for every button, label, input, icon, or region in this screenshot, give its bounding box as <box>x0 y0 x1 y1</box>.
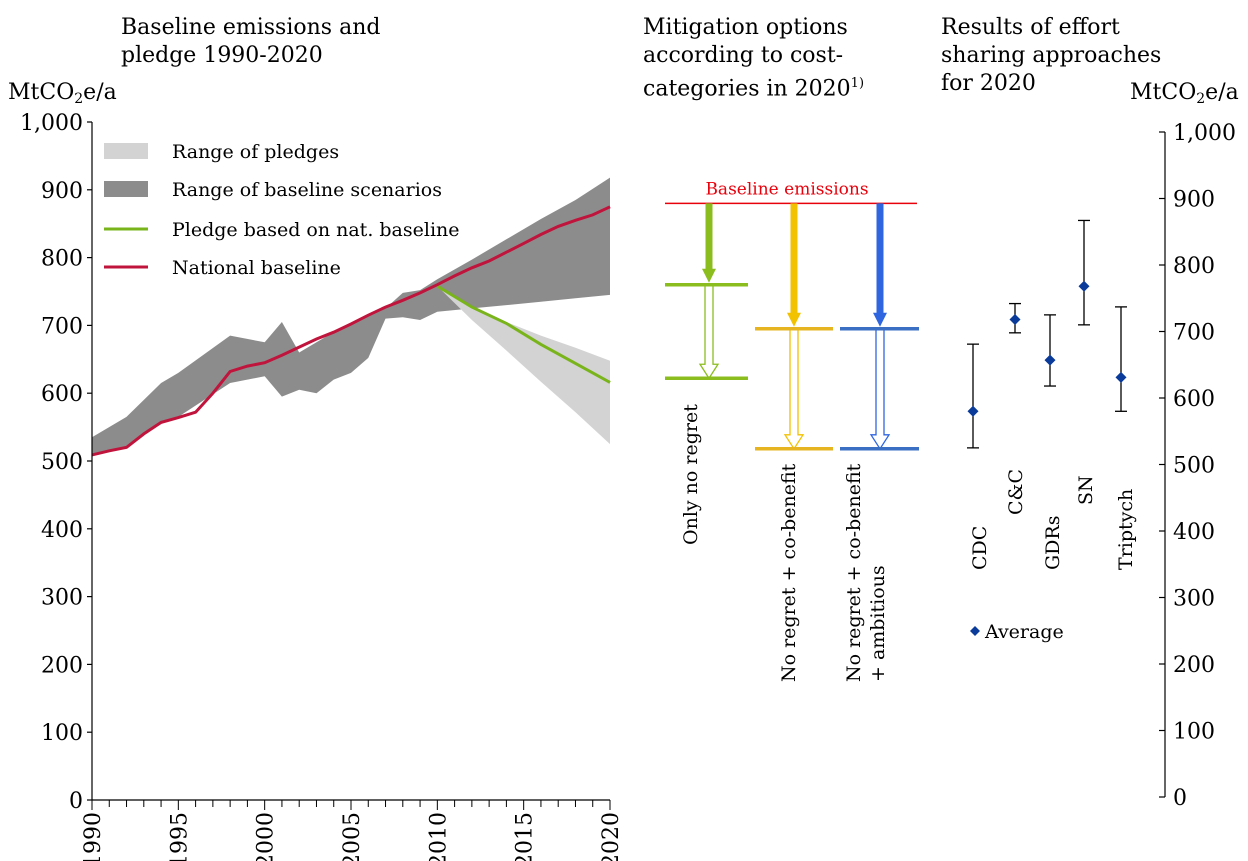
right-y-tick-label: 0 <box>1173 786 1187 811</box>
left-x-tick-label: 2020 <box>599 812 624 861</box>
line-national-baseline <box>91 205 611 457</box>
right-unit-main: MtCO <box>1130 80 1197 105</box>
left-x-tick-label: 1995 <box>167 812 192 861</box>
left-line-chart: 0 100 200 300 400 500 600 700 800 900 1,000 1990 199… <box>20 111 624 861</box>
option-label-no-regret-co-benefit-ambitious: No regret + co-benefit <box>843 463 865 682</box>
line-pledge-based-on-nat-baseline <box>436 284 611 384</box>
legend-label-range-of-pledges: Range of pledges <box>172 141 339 163</box>
right-y-unit: MtCO2e/a <box>1130 80 1239 112</box>
middle-title-note: 1) <box>850 76 865 91</box>
right-effort-sharing-chart: 0 100 200 300 400 500 600 700 800 900 1,000 CDC C&C G… <box>967 121 1236 811</box>
solid-arrow-head-no-regret-co-benefit-ambitious <box>873 312 887 327</box>
category-label-cdc: CDC <box>969 526 991 570</box>
right-y-tick-label: 100 <box>1173 720 1215 745</box>
right-y-tick-label: 900 <box>1173 188 1215 213</box>
legend-label-range-of-baseline-scenarios: Range of baseline scenarios <box>172 179 442 201</box>
solid-arrow-head-no-regret-co-benefit <box>787 312 801 327</box>
left-y-tick-label: 600 <box>41 382 83 407</box>
average-marker-c-c <box>1009 314 1021 326</box>
average-marker-triptych <box>1115 371 1127 383</box>
right-y-tick-label: 400 <box>1173 520 1215 545</box>
band-range-of-pledges <box>437 286 610 445</box>
option-label-no-regret-co-benefit: No regret + co-benefit <box>778 463 800 682</box>
left-y-tick-label: 1,000 <box>20 111 83 136</box>
right-y-tick-label: 600 <box>1173 387 1215 412</box>
band-range-of-baseline-scenarios <box>92 177 610 455</box>
legend-swatch-range-of-baseline-scenarios <box>104 181 148 197</box>
middle-mitigation-chart: Baseline emissions Only no regret No regre… <box>665 179 919 682</box>
left-y-tick-label: 900 <box>41 179 83 204</box>
left-x-tick-label: 1990 <box>81 812 106 861</box>
right-y-tick-label: 700 <box>1173 321 1215 346</box>
right-y-tick-label: 300 <box>1173 587 1215 612</box>
left-x-tick-label: 2005 <box>340 812 365 861</box>
category-label-triptych: Triptych <box>1115 489 1137 570</box>
left-unit-sub: 2 <box>74 91 84 107</box>
right-unit-sub: 2 <box>1196 91 1206 107</box>
right-panel-title: Results of effort sharing approaches for… <box>941 15 1162 96</box>
left-x-tick-label: 2015 <box>513 812 538 861</box>
average-marker-gdrs <box>1044 354 1056 366</box>
middle-panel-title: Mitigation options according to cost- ca… <box>643 14 864 103</box>
hollow-arrow-only-no-regret <box>698 284 720 380</box>
legend-label-national-baseline: National baseline <box>172 257 341 279</box>
category-label-gdrs: GDRs <box>1042 516 1064 570</box>
right-unit-tail: e/a <box>1205 80 1239 105</box>
left-y-tick-label: 300 <box>41 586 83 611</box>
left-y-tick-label: 500 <box>41 450 83 475</box>
option-label-no-regret-co-benefit-ambitious: + ambitious <box>867 565 889 682</box>
legend-swatch-range-of-pledges <box>104 143 148 159</box>
solid-arrow-head-only-no-regret <box>702 268 716 283</box>
left-y-tick-label: 0 <box>69 789 83 814</box>
average-marker-cdc <box>967 405 979 417</box>
legend-average-label: Average <box>984 621 1064 643</box>
legend-average-marker-icon <box>970 626 980 636</box>
right-y-tick-label: 200 <box>1173 653 1215 678</box>
category-label-c-c: C&C <box>1005 469 1027 515</box>
middle-title-text: Mitigation options according to cost- ca… <box>643 15 851 102</box>
left-y-tick-label: 800 <box>41 247 83 272</box>
right-y-tick-label: 500 <box>1173 454 1215 479</box>
category-label-sn: SN <box>1075 475 1097 505</box>
option-label-only-no-regret: Only no regret <box>680 404 702 545</box>
right-y-tick-label: 800 <box>1173 254 1215 279</box>
left-y-tick-label: 400 <box>41 518 83 543</box>
left-x-tick-label: 2000 <box>254 812 279 861</box>
right-y-tick-label: 1,000 <box>1173 121 1236 146</box>
left-panel-title: Baseline emissions and pledge 1990-2020 <box>121 15 381 68</box>
left-y-tick-label: 700 <box>41 314 83 339</box>
average-marker-sn <box>1078 280 1090 292</box>
baseline-emissions-label: Baseline emissions <box>705 179 868 199</box>
legend-label-pledge-based-on-nat-baseline: Pledge based on nat. baseline <box>172 219 460 241</box>
left-y-unit: MtCO2e/a <box>8 80 117 112</box>
left-y-tick-label: 100 <box>41 721 83 746</box>
left-y-tick-label: 200 <box>41 653 83 678</box>
left-unit-main: MtCO <box>8 80 75 105</box>
left-x-tick-label: 2010 <box>426 812 451 861</box>
hollow-arrow-no-regret-co-benefit-ambitious <box>869 328 891 450</box>
left-unit-tail: e/a <box>83 80 117 105</box>
hollow-arrow-no-regret-co-benefit <box>783 328 805 450</box>
